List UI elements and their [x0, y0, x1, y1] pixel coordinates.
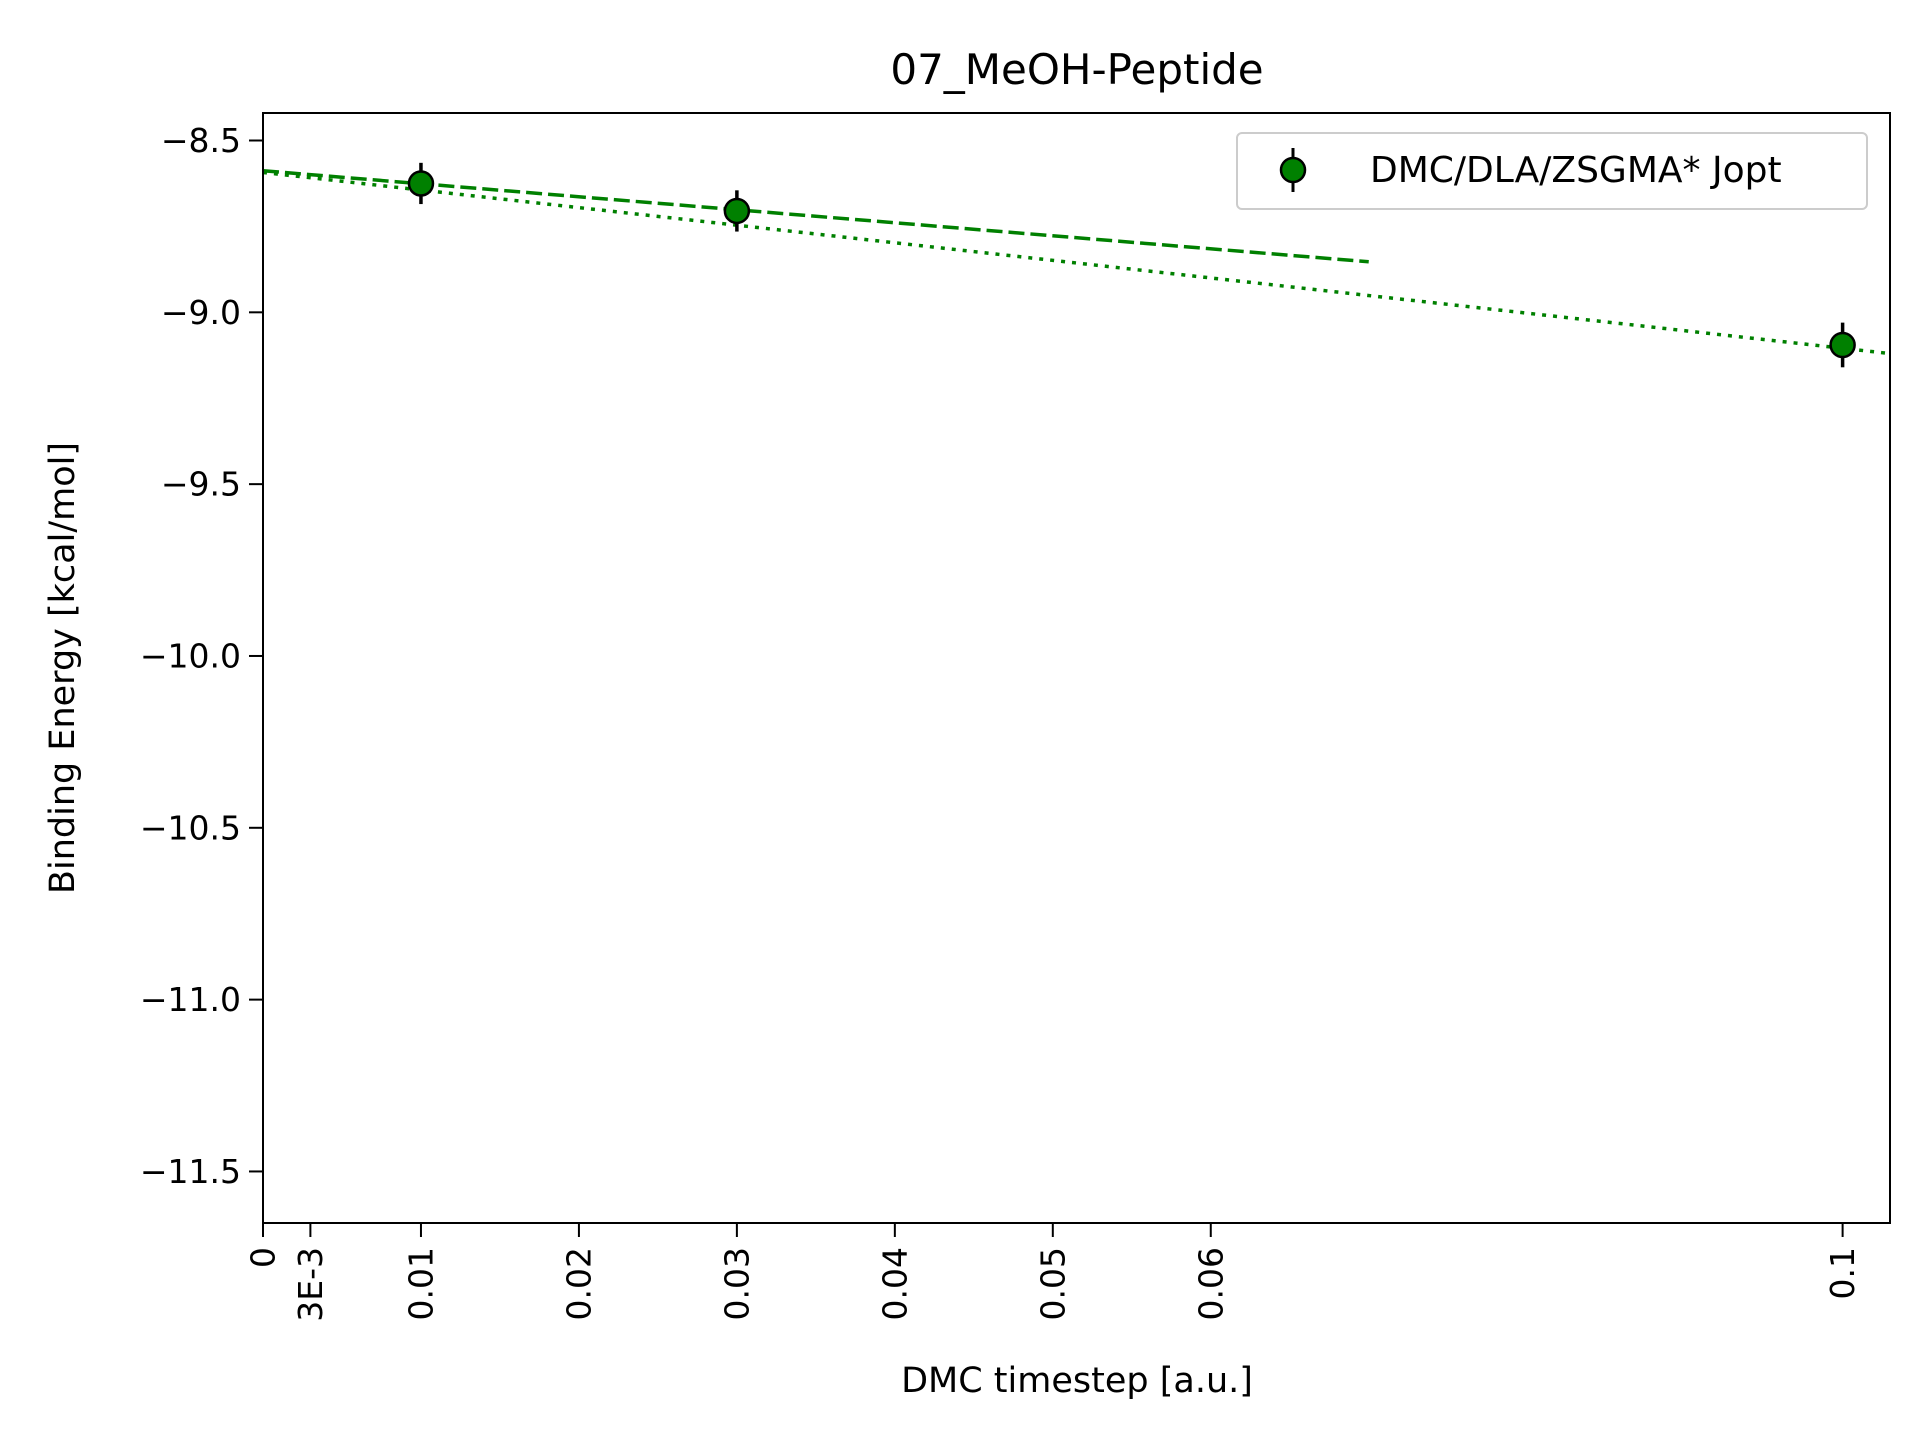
x-tick-label: 0.02: [559, 1247, 598, 1320]
x-tick-label: 0.03: [717, 1247, 756, 1320]
x-tick-label: 0.06: [1191, 1247, 1230, 1320]
y-axis-label: Binding Energy [kcal/mol]: [43, 442, 83, 894]
data-point: [407, 170, 435, 197]
x-tick-label: 3E-3: [291, 1247, 330, 1322]
y-tick-label: −8.5: [161, 121, 241, 160]
fit-line-dotted: [262, 170, 1891, 356]
data-points: [407, 162, 1856, 368]
y-tick-label: −10.5: [140, 808, 241, 847]
legend-label: DMC/DLA/ZSGMA* Jopt: [1370, 150, 1782, 191]
x-axis-ticks: 0 3E-3 0.01 0.02 0.03 0.04 0.05 0.06 0.1: [244, 1223, 1862, 1322]
plot-frame: [262, 112, 1891, 1224]
y-axis-ticks: −8.5 −9.0 −9.5 −10.0 −10.5 −11.0 −11.5: [140, 121, 263, 1191]
chart-title: 07_MeOH-Peptide: [890, 45, 1263, 94]
x-tick-label: 0: [244, 1247, 283, 1268]
x-axis-label: DMC timestep [a.u.]: [901, 1361, 1253, 1401]
data-point: [1829, 331, 1856, 359]
fit-line-dashed: [262, 168, 1369, 264]
x-tick-label: 0.05: [1033, 1247, 1072, 1320]
y-tick-label: −11.5: [140, 1152, 241, 1191]
x-tick-label: 0.1: [1823, 1247, 1862, 1299]
y-tick-label: −10.0: [140, 636, 241, 675]
legend-box: [1236, 132, 1868, 210]
legend-marker: [1279, 156, 1307, 184]
y-tick-label: −9.5: [161, 465, 241, 504]
y-tick-label: −9.0: [161, 293, 241, 332]
x-tick-label: 0.01: [401, 1247, 440, 1320]
y-tick-label: −11.0: [140, 980, 241, 1019]
fit-lines: [262, 168, 1891, 356]
data-point: [723, 197, 751, 225]
legend: DMC/DLA/ZSGMA* Jopt: [1236, 132, 1868, 210]
x-tick-label: 0.04: [875, 1247, 914, 1320]
